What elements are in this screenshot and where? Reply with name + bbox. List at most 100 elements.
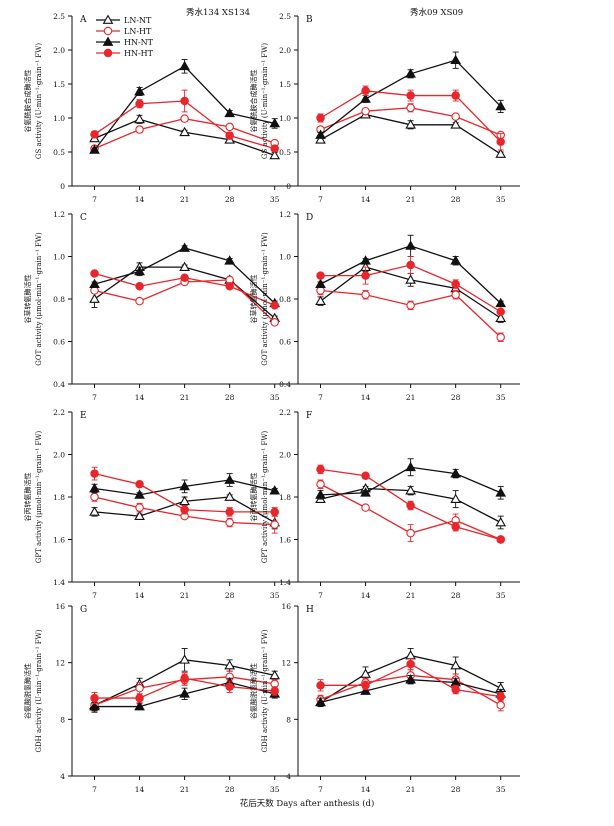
series-hn-ht (90, 466, 279, 517)
data-point (450, 493, 461, 503)
x-tick-label: 35 (496, 195, 506, 204)
column-title-left: 秀水134 XS134 (186, 7, 250, 18)
data-point (224, 107, 235, 118)
y-tick-label: 1.0 (53, 253, 65, 262)
x-tick-label: 35 (270, 591, 280, 600)
series-ln-nt (89, 491, 281, 530)
data-point (180, 673, 189, 683)
data-point (405, 485, 416, 495)
data-point (179, 126, 190, 137)
y-tick-label: 2.5 (279, 12, 291, 21)
data-point (360, 93, 371, 103)
y-tick-label: 16 (55, 602, 65, 611)
panel-letter: G (80, 605, 87, 615)
panel-letter: F (306, 411, 312, 421)
y-tick-label: 0 (60, 182, 65, 191)
y-tick-label: 1.8 (279, 493, 291, 502)
data-point (496, 535, 505, 544)
data-point (225, 122, 234, 132)
x-tick-label: 7 (318, 195, 323, 204)
data-point (269, 149, 281, 160)
data-point (90, 130, 99, 139)
data-point (315, 134, 326, 144)
x-tick-label: 28 (225, 785, 235, 794)
data-point (451, 290, 460, 299)
data-point (270, 301, 279, 310)
data-point (270, 686, 279, 696)
panel-h: 4 8 12 16 7 14 21 28 35 H 谷氨酸脱氢酶活性 GDH activity (U·… (249, 602, 520, 794)
y-axis-label-en: GPT activity (μmol·min⁻¹·grain⁻¹ FW) (261, 430, 269, 563)
data-point (135, 683, 144, 693)
data-point (224, 659, 235, 670)
data-point (89, 506, 100, 516)
data-point (360, 255, 371, 265)
data-point (316, 113, 325, 123)
data-point (180, 505, 189, 514)
x-tick-label: 21 (406, 393, 416, 402)
y-tick-label: 0.6 (279, 338, 291, 347)
y-tick-label: 1.2 (53, 210, 65, 219)
data-point (361, 503, 370, 512)
series-hn-nt (89, 473, 281, 499)
data-point (225, 682, 234, 691)
y-tick-label: 12 (55, 659, 65, 668)
data-point (405, 650, 416, 660)
x-tick-label: 14 (361, 591, 371, 600)
data-point (360, 685, 371, 695)
series-hn-ht (316, 85, 505, 151)
data-point (134, 701, 145, 711)
y-tick-label: 8 (60, 715, 65, 724)
data-point (496, 332, 505, 342)
x-tick-label: 14 (361, 195, 371, 204)
series-hn-nt (315, 234, 507, 308)
data-point (361, 681, 370, 690)
data-point (135, 693, 144, 703)
x-tick-label: 7 (318, 393, 323, 402)
y-tick-label: 12 (281, 659, 291, 668)
y-tick-label: 2.0 (279, 46, 291, 55)
data-point (361, 471, 370, 480)
panel-d: 0.4 0.6 0.8 1.0 1.2 7 14 21 28 35 D 谷草转氨酶活性 GOT acti… (249, 210, 520, 402)
y-tick-label: 0.4 (53, 380, 65, 389)
y-tick-label: 4 (286, 772, 291, 781)
x-tick-label: 7 (92, 591, 97, 600)
data-point (225, 518, 234, 527)
data-point (450, 255, 461, 265)
data-point (90, 469, 99, 478)
legend-item-hn-ht: HN-HT (96, 48, 154, 58)
data-point (269, 117, 281, 128)
x-tick-label: 21 (180, 785, 190, 794)
x-tick-label: 14 (135, 195, 145, 204)
data-point (361, 106, 370, 116)
data-point (179, 480, 190, 491)
x-tick-label: 14 (361, 785, 371, 794)
data-point (495, 148, 507, 158)
data-point (360, 487, 371, 497)
data-point (316, 681, 325, 690)
series-hn-ht (90, 269, 279, 310)
series-hn-nt (315, 51, 507, 139)
data-point (179, 60, 190, 71)
y-axis-label-en: GOT activity (μmol·min⁻¹·grain⁻¹ FW) (35, 232, 43, 366)
data-point (90, 492, 99, 502)
data-point (361, 290, 370, 299)
data-point (450, 119, 461, 129)
data-point (405, 274, 416, 284)
data-point (315, 696, 326, 707)
data-point (179, 261, 190, 271)
y-axis-label-cn: 谷丙转氨酶活性 (23, 473, 32, 522)
x-tick-label: 7 (92, 785, 97, 794)
y-tick-label: 1.0 (279, 253, 291, 262)
data-point (405, 68, 416, 78)
y-tick-label: 1.6 (53, 536, 65, 545)
y-axis-label-en: GOT activity (μmol·min⁻¹·grain⁻¹ FW) (261, 232, 269, 366)
data-point (450, 468, 461, 478)
panel-letter: H (306, 605, 314, 615)
x-tick-label: 28 (451, 785, 461, 794)
data-point (134, 265, 145, 276)
data-point (405, 119, 416, 129)
